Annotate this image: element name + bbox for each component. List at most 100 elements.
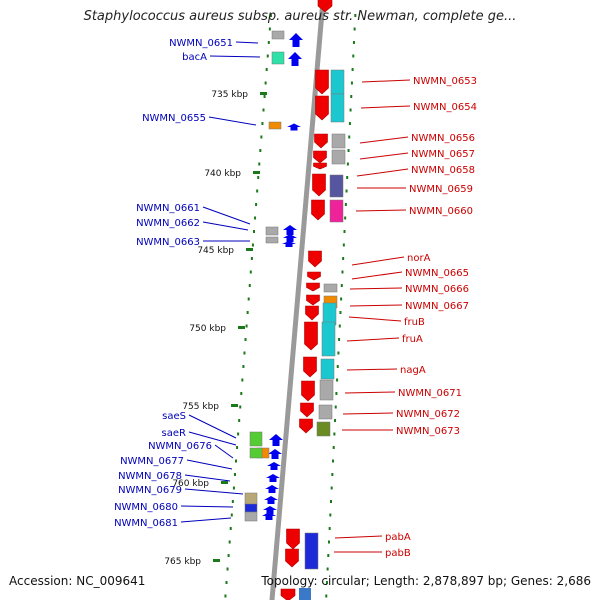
left-guide-dots-dot (266, 54, 269, 58)
feature-block (329, 174, 344, 198)
backbone-line (269, 0, 326, 600)
leader-line (342, 412, 394, 415)
right-guide-dots-dot (342, 243, 345, 247)
left-guide-dots-dot (243, 351, 246, 355)
right-guide-dots-dot (341, 270, 344, 274)
left-guide-dots-dot (226, 567, 229, 571)
leader-line (208, 116, 257, 126)
right-guide-dots-dot (347, 149, 350, 152)
left-guide-dots-dot (230, 513, 233, 517)
leader-line (359, 136, 409, 144)
gene-label-NWMN_0678: NWMN_0678 (118, 471, 182, 482)
left-guide-dots-dot (238, 419, 241, 422)
feature-block (323, 283, 338, 293)
left-guide-dots (224, 14, 272, 598)
left-guide-dots-dot (229, 527, 232, 530)
gene-label-NWMN_0651: NWMN_0651 (169, 38, 233, 49)
feature-block (319, 379, 334, 401)
right-guide-dots-dot (345, 189, 348, 193)
gene-label-NWMN_0672: NWMN_0672 (396, 409, 460, 420)
reverse-gene-arrow (317, 0, 333, 13)
left-guide-dots-dot (259, 149, 262, 152)
gene-label-NWMN_0677: NWMN_0677 (120, 456, 184, 467)
gene-label-NWMN_0663: NWMN_0663 (136, 237, 200, 248)
forward-gene-arrow (264, 496, 278, 504)
gene-label-NWMN_0680: NWMN_0680 (114, 502, 178, 513)
leader-line (235, 41, 259, 44)
feature-block (265, 236, 279, 244)
right-guide-dots-dot (334, 405, 337, 409)
leader-line (346, 368, 398, 371)
right-guide-dots-dot (332, 459, 335, 463)
right-guide-dots-dot (335, 392, 338, 395)
left-guide-dots-dot (231, 500, 234, 503)
gene-label-NWMN_0681: NWMN_0681 (114, 518, 178, 529)
leader-line (359, 152, 409, 160)
leader-line (186, 459, 233, 470)
gene-label-nagA: nagA (400, 365, 426, 376)
left-guide-dots-dot (268, 27, 271, 31)
gene-label-NWMN_0658: NWMN_0658 (411, 165, 475, 176)
right-guide-dots-dot (329, 513, 332, 517)
right-guide-dots-dot (350, 95, 353, 98)
right-guide-dots-dot (328, 527, 331, 530)
scale-tick-label: 760 kbp (172, 479, 209, 489)
right-guide-dots-dot (336, 365, 339, 368)
gene-label-NWMN_0655: NWMN_0655 (142, 113, 206, 124)
leader-line (349, 287, 403, 290)
gene-label-NWMN_0679: NWMN_0679 (118, 485, 182, 496)
leader-line (334, 535, 383, 539)
scale-tick-mark (260, 92, 267, 95)
gene-label-pabA: pabA (385, 532, 411, 543)
right-guide-dots-dot (338, 324, 341, 328)
right-guide-dots-dot (332, 446, 335, 449)
leader-line (188, 414, 237, 439)
gene-label-NWMN_0659: NWMN_0659 (409, 184, 473, 195)
reverse-gene-arrow (285, 548, 299, 568)
reverse-gene-arrow (313, 150, 327, 164)
left-guide-dots-dot (241, 378, 244, 382)
scale-tick-mark (238, 326, 245, 329)
right-guide-dots-dot (333, 432, 336, 436)
scale-tick-label: 745 kbp (197, 246, 234, 256)
feature-block (304, 532, 319, 570)
left-guide-dots-dot (228, 540, 231, 544)
forward-gene-arrow (282, 241, 296, 247)
reverse-gene-arrow (315, 95, 329, 121)
left-guide-dots-dot (232, 486, 235, 490)
feature-block (316, 421, 331, 437)
leader-line (202, 206, 251, 225)
reverse-gene-arrow (313, 162, 327, 170)
left-guide-dots-dot (252, 230, 255, 233)
feature-block (322, 302, 337, 326)
leader-line (184, 474, 231, 482)
leader-line (361, 79, 411, 83)
leader-line (188, 431, 237, 446)
forward-gene-arrow (267, 462, 281, 470)
left-guide-dots-dot (244, 338, 247, 341)
right-guide-dots-dot (330, 500, 332, 503)
leader-line (344, 391, 396, 394)
scale-tick-label: 765 kbp (164, 557, 201, 567)
right-guide-dots-dot (325, 594, 328, 598)
right-guide-dots-dot (348, 122, 351, 125)
leader-line (202, 221, 249, 231)
gene-label-saeR: saeR (162, 428, 186, 439)
right-guide-dots-dot (349, 108, 352, 112)
feature-block (321, 321, 336, 357)
feature-block (330, 69, 345, 95)
right-guide-dots-dot (352, 54, 355, 58)
reverse-gene-arrow (315, 69, 329, 95)
reverse-gene-arrow (307, 271, 321, 281)
right-guide-dots-dot (352, 41, 355, 44)
leader-line (209, 55, 261, 58)
leader-line (214, 444, 234, 459)
gene-label-NWMN_0662: NWMN_0662 (136, 218, 200, 229)
leader-line (346, 337, 400, 342)
gene-label-NWMN_0653: NWMN_0653 (413, 76, 477, 87)
reverse-gene-arrow (311, 199, 325, 221)
right-guide-dots-dot (344, 203, 347, 206)
left-guide-dots-dot (254, 216, 257, 220)
